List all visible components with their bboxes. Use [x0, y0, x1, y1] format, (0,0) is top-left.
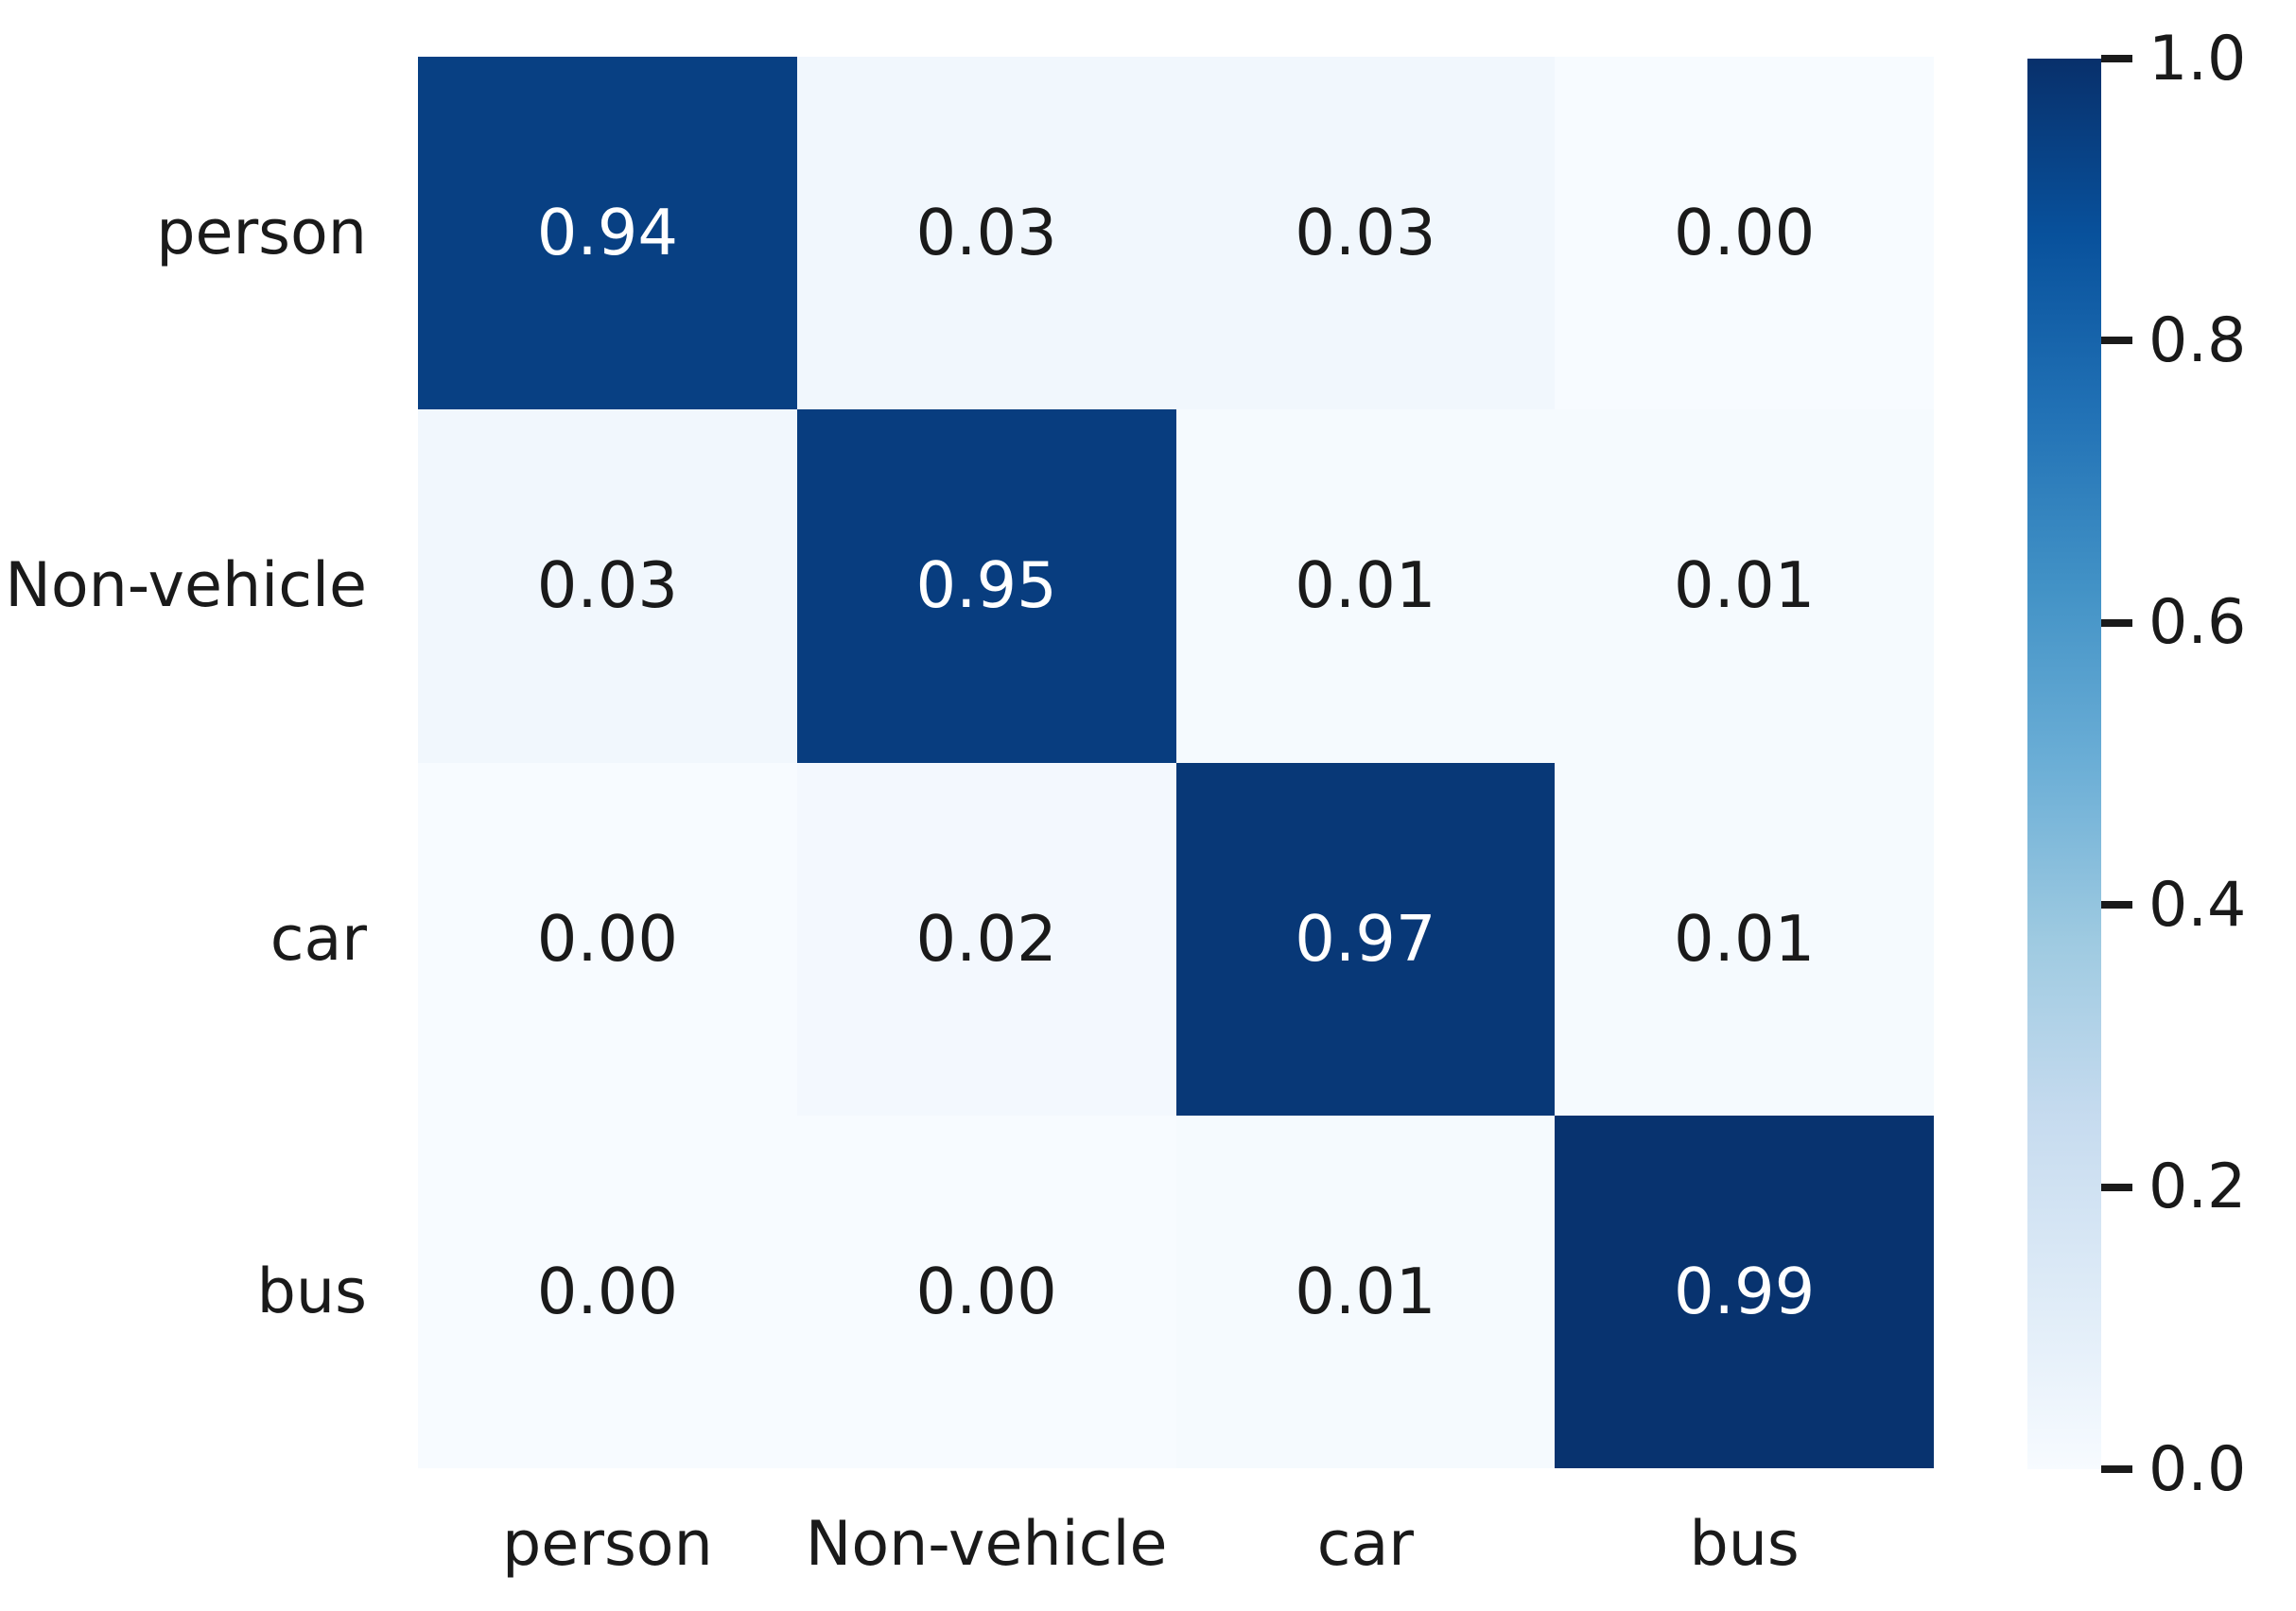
colorbar-tick-mark [2101, 618, 2132, 627]
y-tick-label: bus [256, 1256, 367, 1327]
heatmap-cell: 0.97 [1175, 762, 1556, 1116]
cell-value-label: 0.01 [1674, 901, 1816, 976]
heatmap-cell: 0.01 [1175, 409, 1556, 763]
x-tick-label: Non-vehicle [805, 1508, 1168, 1580]
colorbar-tick-label: 1.0 [2148, 23, 2247, 95]
colorbar-tick-label: 0.6 [2148, 587, 2247, 659]
cell-value-label: 0.94 [536, 196, 678, 270]
cell-value-label: 0.01 [1295, 1254, 1436, 1328]
heatmap-cell: 0.99 [1555, 1115, 1934, 1468]
heatmap-cell: 0.00 [796, 1115, 1176, 1468]
cell-value-label: 0.95 [915, 548, 1057, 623]
cell-value-label: 0.00 [536, 901, 678, 976]
heatmap-cell: 0.00 [418, 1115, 797, 1468]
heatmap-cell: 0.01 [1555, 762, 1934, 1116]
y-tick-label: car [270, 903, 367, 975]
cell-value-label: 0.03 [1295, 196, 1436, 270]
cell-value-label: 0.97 [1295, 901, 1436, 976]
colorbar-gradient [2027, 59, 2101, 1469]
colorbar-tick-mark [2101, 901, 2132, 909]
cell-value-label: 0.01 [1674, 548, 1816, 623]
cell-value-label: 0.03 [915, 196, 1057, 270]
cell-value-label: 0.00 [915, 1254, 1057, 1328]
colorbar-tick-mark [2101, 337, 2132, 345]
heatmap-grid: 0.94 0.03 0.03 0.00 0.03 0.95 0.01 0.01 0.00 0.02… [418, 57, 1934, 1468]
colorbar-tick-mark [2101, 1183, 2132, 1191]
heatmap-cell: 0.03 [418, 409, 797, 763]
heatmap-cell: 0.95 [796, 409, 1176, 763]
x-tick-label: car [1316, 1508, 1415, 1580]
heatmap-cell: 0.94 [418, 57, 797, 410]
colorbar-tick-label: 0.4 [2148, 869, 2247, 941]
heatmap-cell: 0.01 [1555, 409, 1934, 763]
cell-value-label: 0.01 [1295, 548, 1436, 623]
heatmap-cell: 0.03 [796, 57, 1176, 410]
colorbar-tick-label: 0.8 [2148, 304, 2247, 376]
cell-value-label: 0.00 [1674, 196, 1816, 270]
colorbar-tick-mark [2101, 1465, 2132, 1473]
cell-value-label: 0.00 [536, 1254, 678, 1328]
cell-value-label: 0.99 [1674, 1254, 1816, 1328]
cell-value-label: 0.03 [536, 548, 678, 623]
heatmap-cell: 0.01 [1175, 1115, 1556, 1468]
y-tick-label: Non-vehicle [5, 550, 367, 622]
y-tick-label: person [156, 198, 367, 269]
heatmap-cell: 0.03 [1175, 57, 1556, 410]
x-tick-label: bus [1689, 1508, 1800, 1580]
colorbar-tick-mark [2101, 55, 2132, 62]
cell-value-label: 0.02 [915, 901, 1057, 976]
heatmap-cell: 0.00 [1555, 57, 1934, 410]
heatmap-cell: 0.02 [796, 762, 1176, 1116]
colorbar-tick-label: 0.0 [2148, 1433, 2247, 1505]
heatmap-cell: 0.00 [418, 762, 797, 1116]
colorbar-tick-label: 0.2 [2148, 1152, 2247, 1223]
x-tick-label: person [501, 1508, 713, 1580]
